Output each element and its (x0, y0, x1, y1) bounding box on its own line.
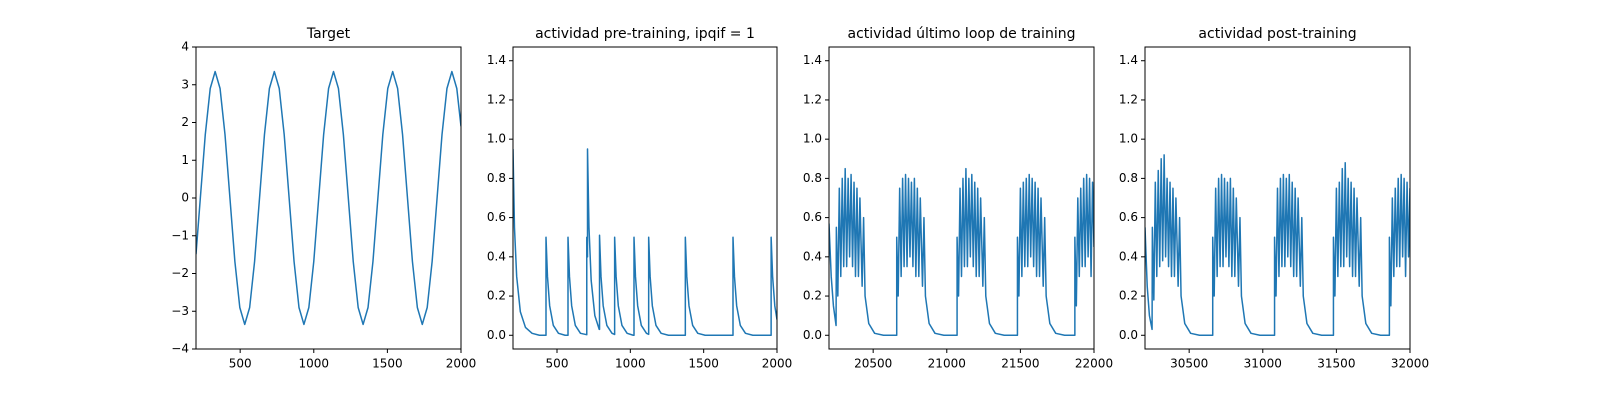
y-tick-label: 1.4 (803, 53, 822, 67)
x-tick-label: 2000 (762, 357, 793, 371)
x-tick-label: 31500 (1317, 357, 1355, 371)
x-tick-label: 20500 (854, 357, 892, 371)
activity-line (513, 148, 777, 337)
axes-frame (1144, 46, 1411, 350)
axes-frame (195, 46, 462, 350)
y-tick-label: 1.2 (1119, 92, 1138, 106)
y-tick-label: 0.6 (1119, 210, 1138, 224)
plot-area (513, 148, 777, 337)
chart-title: actividad pre-training, ipqif = 1 (535, 26, 755, 42)
axes-frame (512, 46, 778, 350)
x-tick-label: 500 (546, 357, 569, 371)
y-tick-label: 0.0 (1119, 328, 1138, 342)
y-tick-label: 0.2 (1119, 289, 1138, 303)
x-tick-label: 21000 (928, 357, 966, 371)
plot-area (1145, 154, 1410, 337)
y-tick-label: −2 (171, 266, 189, 280)
y-tick-label: 1.4 (487, 53, 506, 67)
y-tick-label: 0.2 (487, 289, 506, 303)
x-tick-label: 30500 (1170, 357, 1208, 371)
x-tick-label: 1000 (615, 357, 646, 371)
x-tick-label: 1500 (688, 357, 719, 371)
x-tick-label: 2000 (446, 357, 477, 371)
y-tick-label: 0.4 (487, 249, 506, 263)
y-tick-label: 1.0 (803, 132, 822, 146)
y-tick-label: 0.4 (803, 249, 822, 263)
x-tick-label: 31000 (1244, 357, 1282, 371)
y-tick-label: 0.6 (803, 210, 822, 224)
y-tick-label: 2 (181, 115, 189, 129)
y-tick-label: 4 (181, 40, 189, 54)
y-tick-label: 1.0 (487, 132, 506, 146)
y-tick-label: 3 (181, 77, 189, 91)
y-tick-label: 0.4 (1119, 249, 1138, 263)
y-tick-label: 1.4 (1119, 53, 1138, 67)
x-tick-label: 500 (229, 357, 252, 371)
y-tick-label: 0.8 (487, 171, 506, 185)
activity-line (196, 70, 461, 326)
x-tick-label: 22000 (1075, 357, 1113, 371)
y-tick-label: 0.0 (487, 328, 506, 342)
x-tick-label: 32000 (1391, 357, 1429, 371)
y-tick-label: 1.2 (487, 92, 506, 106)
y-tick-label: 1 (181, 153, 189, 167)
y-tick-label: −3 (171, 304, 189, 318)
y-tick-label: 1.2 (803, 92, 822, 106)
y-tick-label: 1.0 (1119, 132, 1138, 146)
y-tick-label: 0.8 (1119, 171, 1138, 185)
y-tick-label: 0.0 (803, 328, 822, 342)
y-tick-label: 0.6 (487, 210, 506, 224)
y-tick-label: 0.8 (803, 171, 822, 185)
y-tick-label: −1 (171, 228, 189, 242)
x-tick-label: 21500 (1001, 357, 1039, 371)
x-tick-label: 1500 (372, 357, 403, 371)
activity-line (829, 167, 1094, 337)
chart-title: actividad último loop de training (848, 26, 1076, 42)
plot-area (196, 70, 461, 326)
x-tick-label: 1000 (299, 357, 330, 371)
y-tick-label: 0.2 (803, 289, 822, 303)
axes-frame (828, 46, 1095, 350)
chart-title: Target (306, 26, 351, 42)
chart-title: actividad post-training (1198, 26, 1356, 42)
y-tick-label: 0 (181, 191, 189, 205)
y-tick-label: −4 (171, 342, 189, 356)
plot-area (829, 167, 1094, 337)
activity-line (1145, 154, 1410, 337)
